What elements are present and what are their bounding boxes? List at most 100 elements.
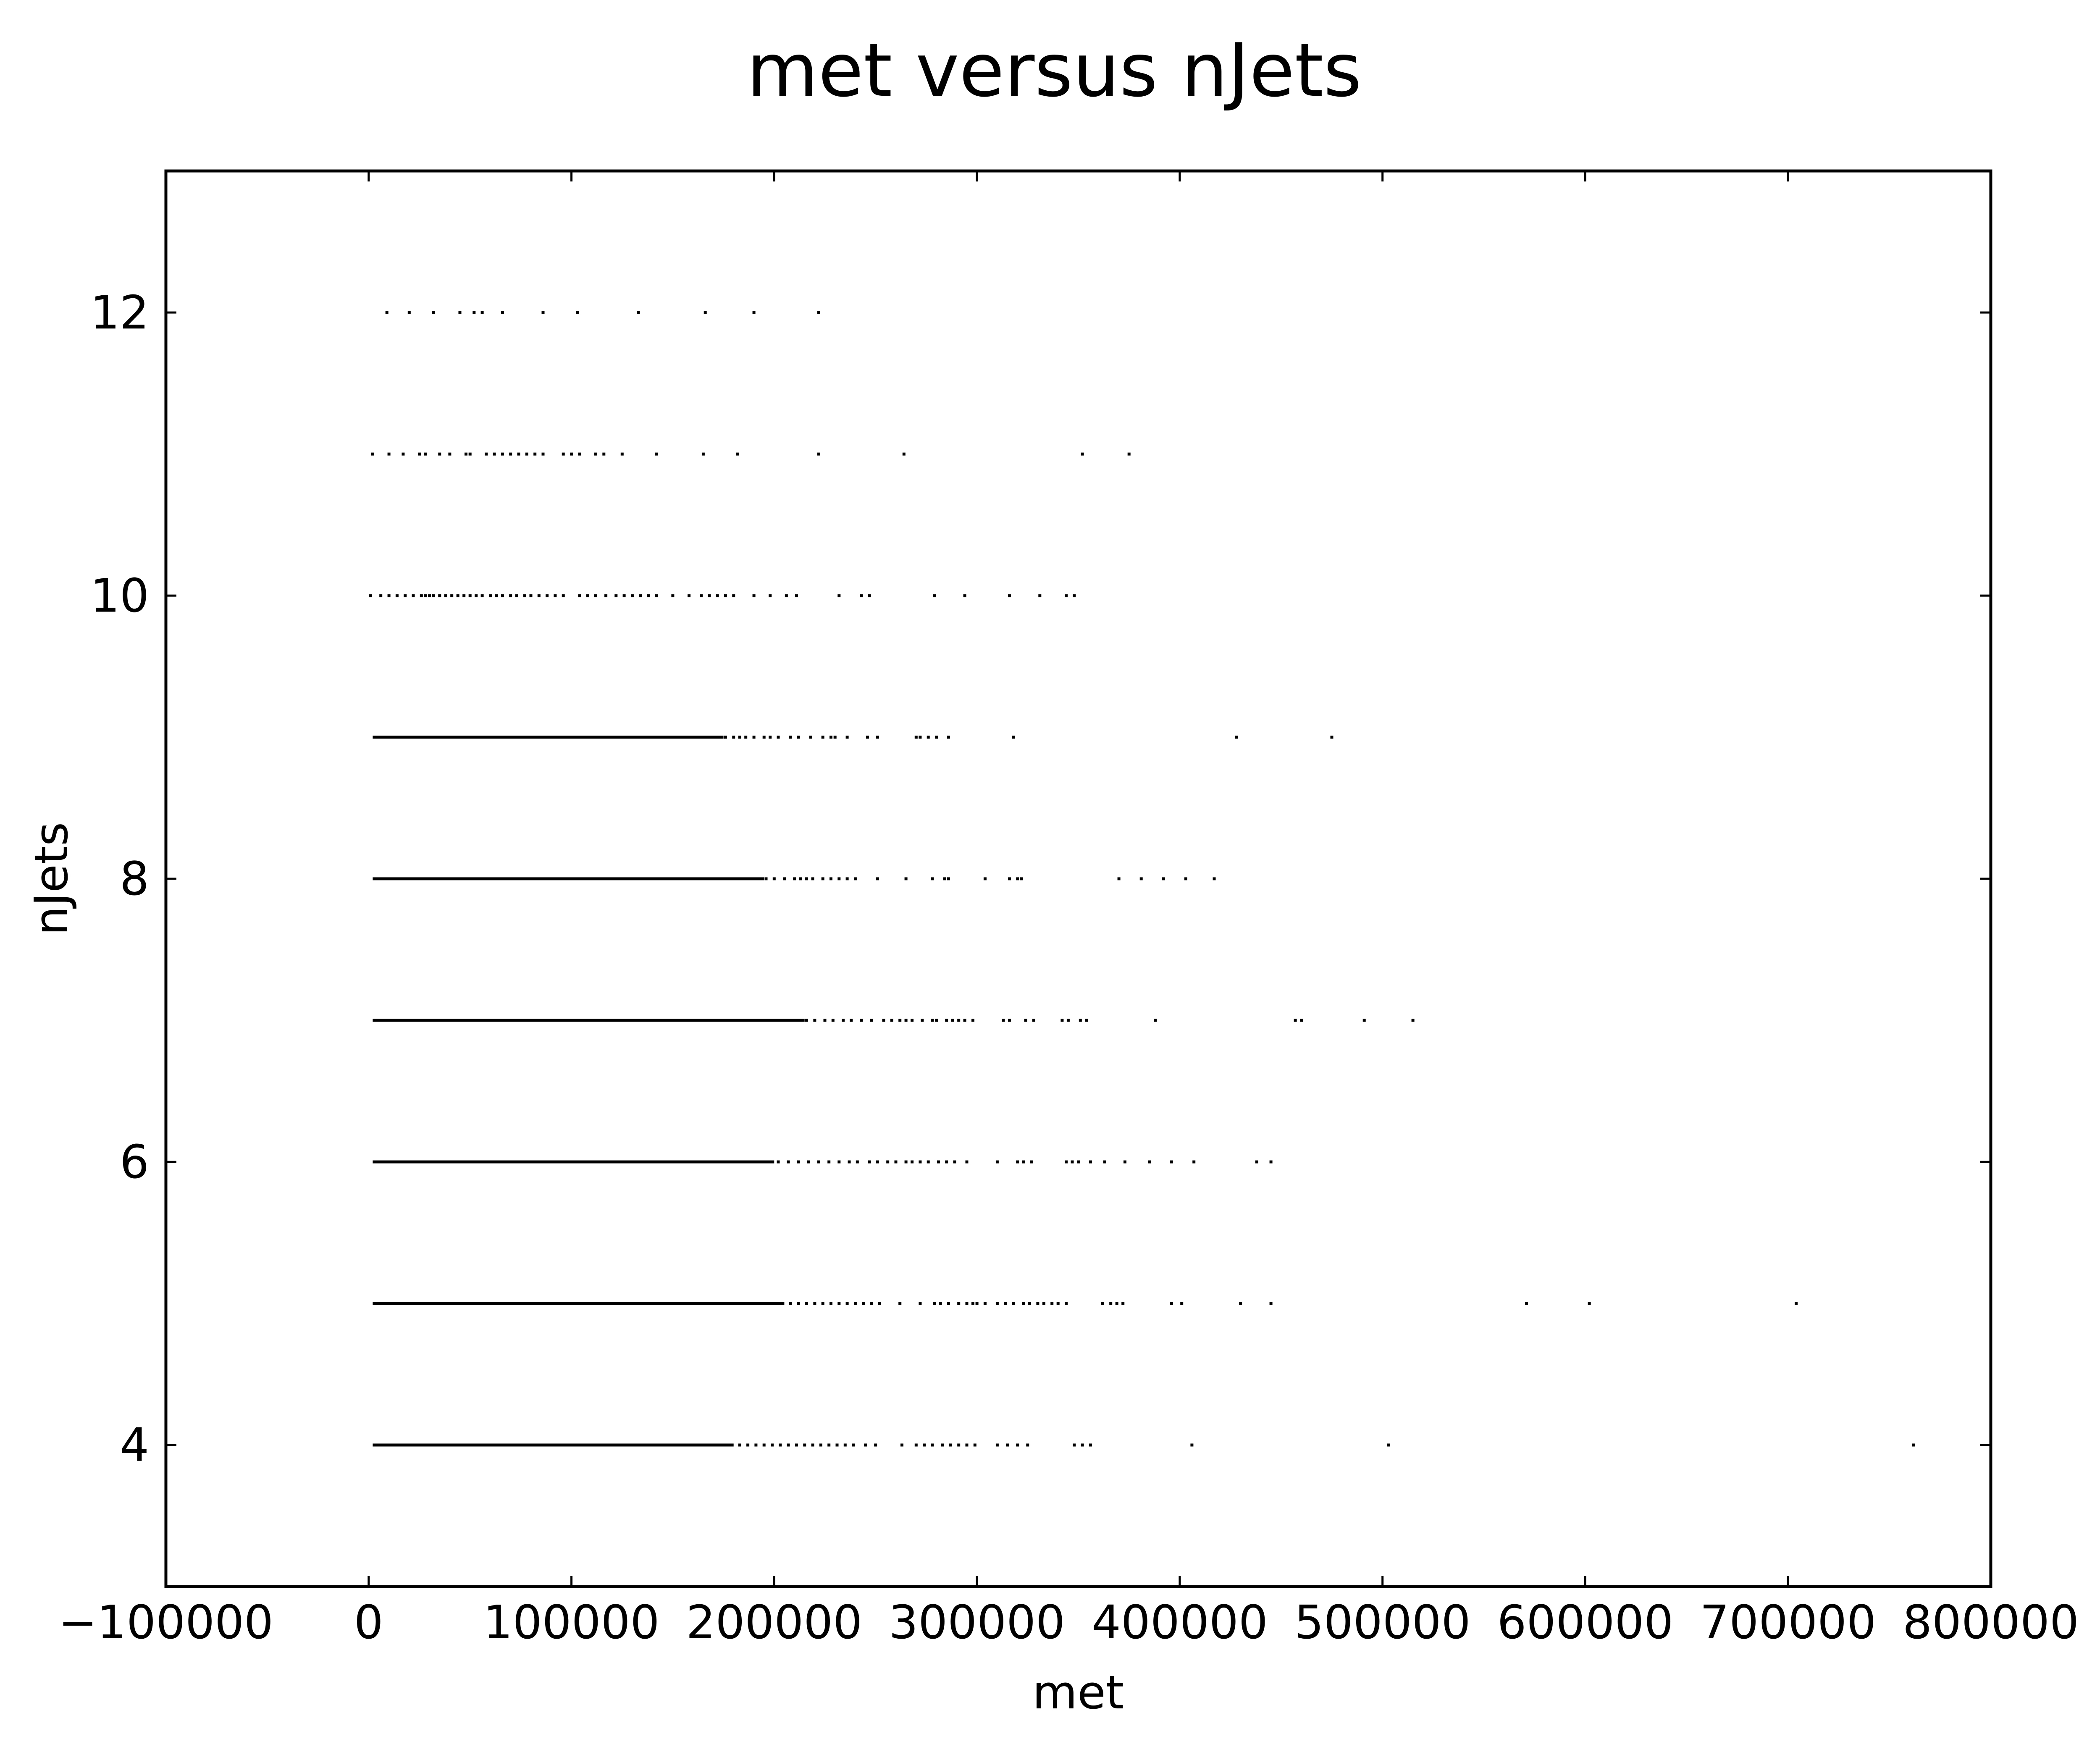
data-point <box>771 1443 774 1447</box>
data-point <box>937 1160 940 1164</box>
data-point <box>1192 1160 1196 1164</box>
dense-point-band <box>373 1160 774 1164</box>
data-point <box>866 736 869 739</box>
data-point <box>420 594 423 597</box>
data-point <box>407 311 411 314</box>
data-point <box>738 736 741 739</box>
data-point <box>488 594 492 597</box>
data-point <box>902 452 906 456</box>
data-point <box>933 1302 936 1305</box>
data-point <box>1016 1160 1019 1164</box>
data-point <box>716 594 719 597</box>
data-point <box>1154 1019 1157 1022</box>
data-point <box>870 1019 873 1022</box>
data-point <box>1026 1443 1029 1447</box>
data-point <box>412 594 415 597</box>
data-point <box>965 1302 969 1305</box>
data-point <box>874 1443 877 1447</box>
data-point <box>862 1302 865 1305</box>
data-point <box>1588 1302 1591 1305</box>
data-point <box>805 1019 808 1022</box>
data-point <box>785 594 788 597</box>
data-point <box>1124 1160 1126 1164</box>
data-point <box>724 736 727 739</box>
data-point <box>817 452 820 456</box>
data-point <box>1008 877 1011 880</box>
x-tick-label: 500000 <box>1294 1595 1471 1649</box>
data-point <box>931 1443 934 1447</box>
data-point <box>900 1443 903 1447</box>
data-point <box>562 594 565 597</box>
data-point <box>620 452 624 456</box>
data-point <box>1016 1443 1019 1447</box>
data-point <box>1042 1302 1045 1305</box>
data-point <box>931 1019 934 1022</box>
data-point <box>432 594 435 597</box>
data-point <box>1170 1160 1173 1164</box>
data-point <box>963 1019 966 1022</box>
data-point <box>1032 1019 1035 1022</box>
data-point <box>809 736 812 739</box>
data-point <box>965 1160 969 1164</box>
data-point <box>1213 877 1216 880</box>
data-point <box>777 1160 780 1164</box>
data-point <box>833 736 837 739</box>
data-point <box>762 736 766 739</box>
data-point <box>823 1019 827 1022</box>
data-point <box>1050 1302 1054 1305</box>
data-point <box>594 594 597 597</box>
data-point <box>831 1019 835 1022</box>
data-point <box>395 594 399 597</box>
data-point <box>805 877 808 880</box>
dense-point-band <box>373 1443 734 1447</box>
y-tick-label: 10 <box>90 569 149 623</box>
data-point <box>963 594 966 597</box>
data-point <box>813 1019 816 1022</box>
data-point <box>509 594 512 597</box>
data-point <box>671 594 675 597</box>
data-point <box>1065 1302 1068 1305</box>
data-point <box>797 1302 800 1305</box>
data-point <box>655 452 658 456</box>
data-point <box>1008 1019 1011 1022</box>
y-tick-label: 12 <box>90 286 149 339</box>
data-point <box>795 1443 798 1447</box>
data-point <box>811 1443 814 1447</box>
data-point <box>1089 1443 1092 1447</box>
data-point <box>835 1443 839 1447</box>
data-point <box>387 452 391 456</box>
data-point <box>852 1443 855 1447</box>
data-point <box>1362 1019 1366 1022</box>
data-point <box>586 594 589 597</box>
data-point <box>870 1302 873 1305</box>
data-point <box>525 452 528 456</box>
data-point <box>754 1443 758 1447</box>
data-point <box>876 877 879 880</box>
data-point <box>1024 1019 1027 1022</box>
data-point <box>1079 1019 1082 1022</box>
data-point <box>933 594 936 597</box>
data-point <box>404 594 407 597</box>
data-point <box>1239 1302 1242 1305</box>
data-point <box>472 311 476 314</box>
data-point <box>821 736 824 739</box>
data-point <box>803 1443 806 1447</box>
data-point <box>515 594 518 597</box>
data-point <box>983 877 987 880</box>
data-point <box>921 1019 924 1022</box>
data-point <box>919 1160 922 1164</box>
data-point <box>465 452 467 456</box>
data-point <box>1073 1443 1076 1447</box>
series-row-njets-9 <box>373 736 1334 739</box>
data-point <box>622 594 626 597</box>
data-point <box>732 594 735 597</box>
data-point <box>949 1443 952 1447</box>
data-point <box>1387 1443 1390 1447</box>
data-point <box>604 594 608 597</box>
data-point <box>821 1302 824 1305</box>
data-point <box>853 1302 857 1305</box>
data-point <box>819 1443 822 1447</box>
x-tick-label: 400000 <box>1092 1595 1268 1649</box>
data-point <box>837 594 841 597</box>
